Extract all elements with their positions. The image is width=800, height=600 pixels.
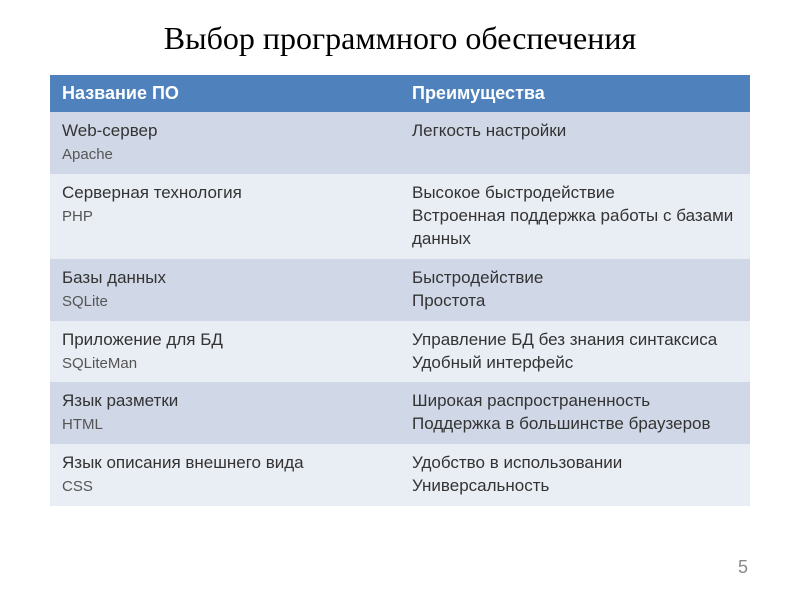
- cell-name: Приложение для БД SQLiteMan: [50, 321, 400, 383]
- adv-line1: Широкая распространенность: [412, 391, 650, 410]
- cell-advantages: Управление БД без знания синтаксиса Удоб…: [400, 321, 750, 383]
- cell-name: Базы данных SQLite: [50, 259, 400, 321]
- name-line1: Серверная технология: [62, 183, 242, 202]
- name-line1: Web-сервер: [62, 121, 157, 140]
- adv-line2: Универсальность: [412, 476, 549, 495]
- name-line1: Приложение для БД: [62, 330, 223, 349]
- cell-name: Web-сервер Apache: [50, 112, 400, 174]
- name-line2: SQLiteMan: [62, 355, 137, 372]
- name-line2: Apache: [62, 146, 113, 163]
- col-header-advantages: Преимущества: [400, 75, 750, 112]
- name-line1: Язык описания внешнего вида: [62, 453, 304, 472]
- cell-advantages: Высокое быстродействие Встроенная поддер…: [400, 174, 750, 259]
- table-row: Приложение для БД SQLiteMan Управление Б…: [50, 321, 750, 383]
- table-row: Web-сервер Apache Легкость настройки: [50, 112, 750, 174]
- table-header-row: Название ПО Преимущества: [50, 75, 750, 112]
- adv-line2: Удобный интерфейс: [412, 353, 573, 372]
- page-title: Выбор программного обеспечения: [50, 20, 750, 57]
- table-row: Язык описания внешнего вида CSS Удобство…: [50, 444, 750, 506]
- name-line2: PHP: [62, 208, 93, 225]
- table-row: Язык разметки HTML Широкая распространен…: [50, 382, 750, 444]
- name-line2: HTML: [62, 416, 103, 433]
- name-line1: Базы данных: [62, 268, 166, 287]
- cell-advantages: Легкость настройки: [400, 112, 750, 174]
- software-table: Название ПО Преимущества Web-сервер Apac…: [50, 75, 750, 506]
- adv-line1: Высокое быстродействие: [412, 183, 615, 202]
- col-header-name: Название ПО: [50, 75, 400, 112]
- adv-line2: Простота: [412, 291, 485, 310]
- name-line2: SQLite: [62, 293, 108, 310]
- cell-advantages: Удобство в использовании Универсальность: [400, 444, 750, 506]
- adv-line1: Управление БД без знания синтаксиса: [412, 330, 717, 349]
- page-number: 5: [738, 557, 748, 578]
- adv-line1: Быстродействие: [412, 268, 543, 287]
- adv-line2: Встроенная поддержка работы с базами дан…: [412, 206, 733, 248]
- cell-name: Язык разметки HTML: [50, 382, 400, 444]
- table-row: Базы данных SQLite Быстродействие Просто…: [50, 259, 750, 321]
- cell-name: Серверная технология PHP: [50, 174, 400, 259]
- table-row: Серверная технология PHP Высокое быстрод…: [50, 174, 750, 259]
- name-line2: CSS: [62, 478, 93, 495]
- cell-advantages: Быстродействие Простота: [400, 259, 750, 321]
- cell-advantages: Широкая распространенность Поддержка в б…: [400, 382, 750, 444]
- name-line1: Язык разметки: [62, 391, 178, 410]
- adv-line1: Удобство в использовании: [412, 453, 622, 472]
- cell-name: Язык описания внешнего вида CSS: [50, 444, 400, 506]
- adv-line1: Легкость настройки: [412, 121, 566, 140]
- slide: Выбор программного обеспечения Название …: [0, 0, 800, 600]
- adv-line2: Поддержка в большинстве браузеров: [412, 414, 711, 433]
